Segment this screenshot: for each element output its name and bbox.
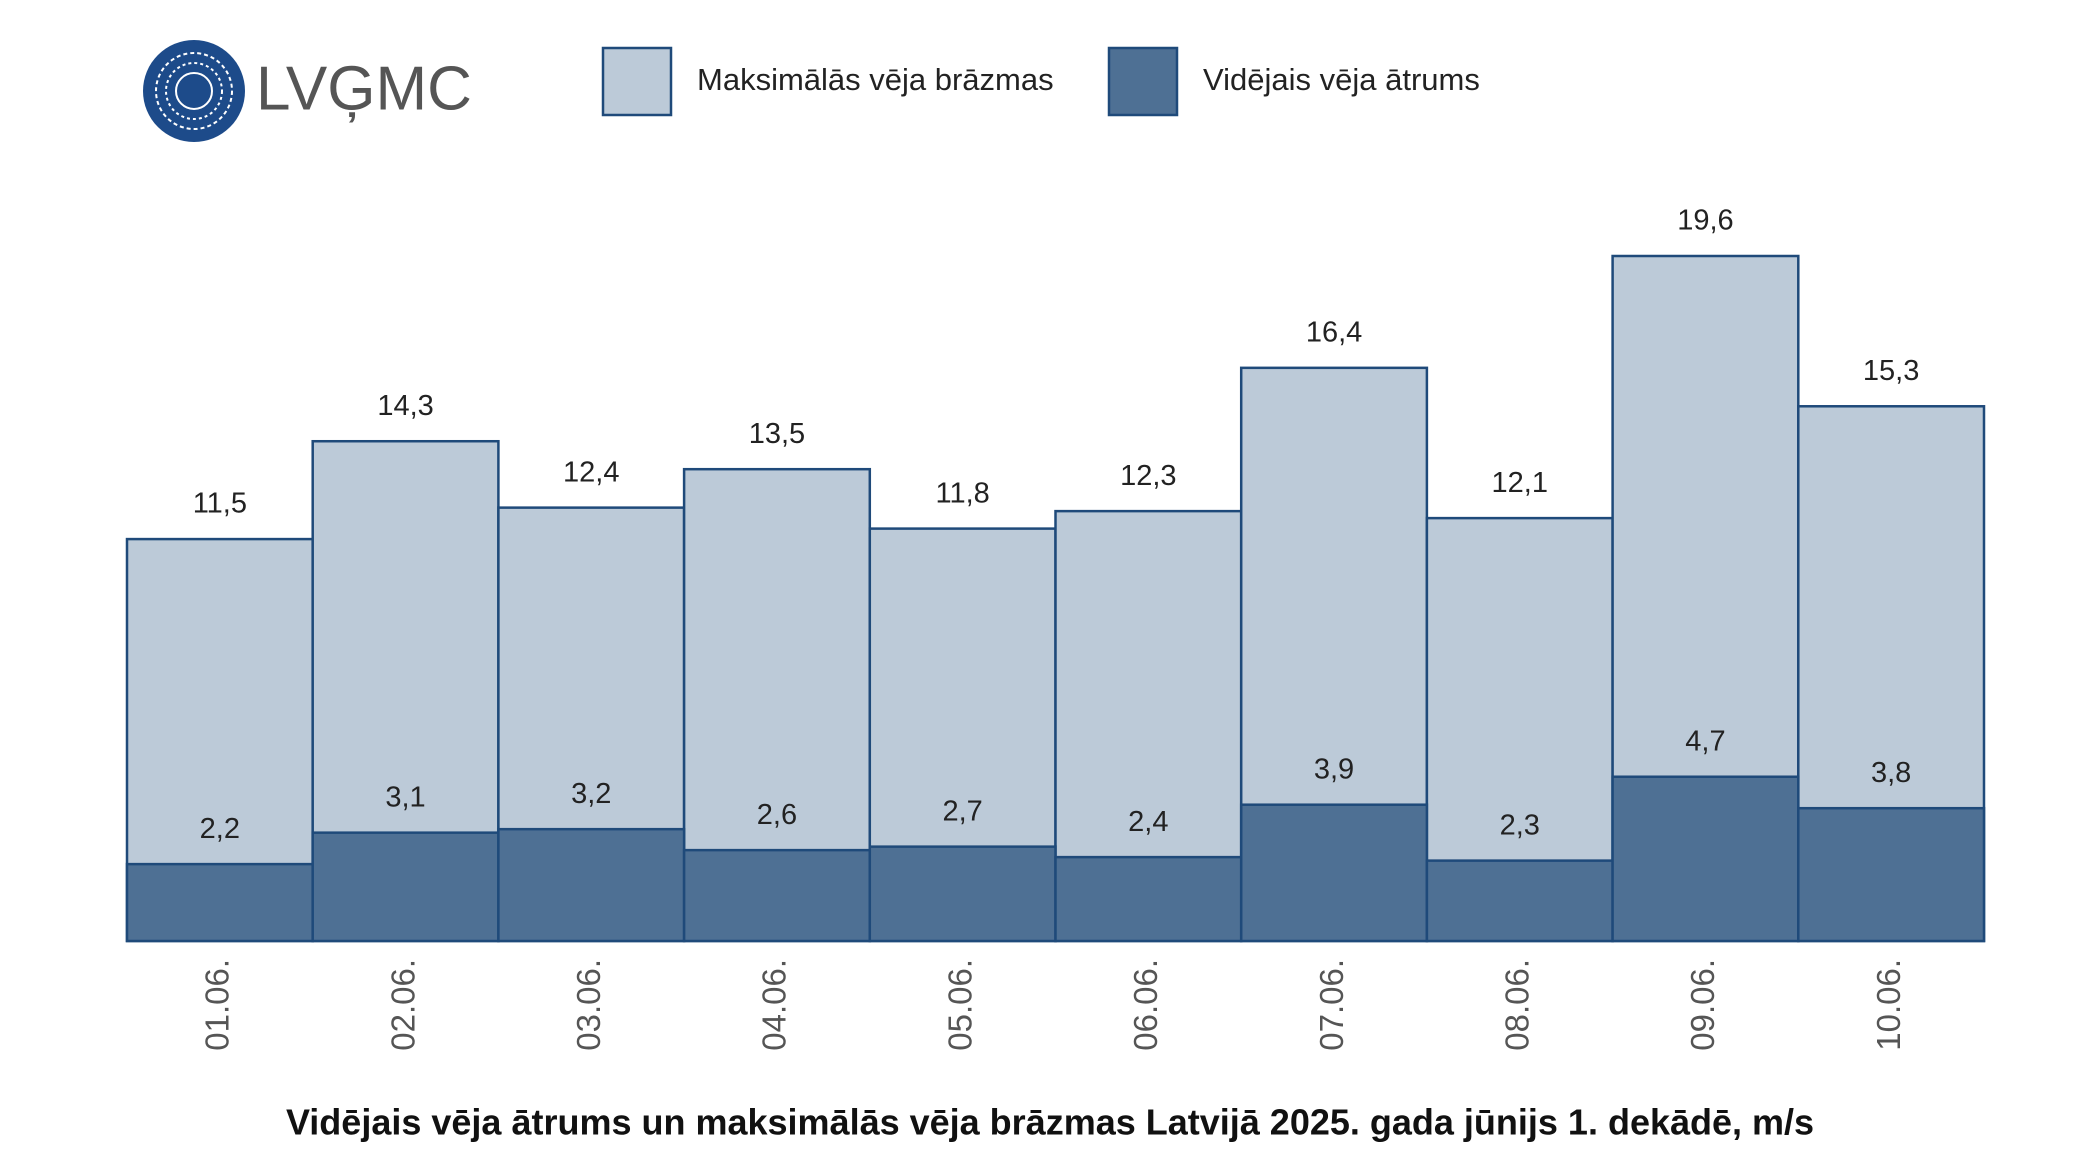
legend-label: Vidējais vēja ātrums <box>1203 62 1480 97</box>
data-label: 12,3 <box>1120 460 1176 492</box>
data-label: 15,3 <box>1863 355 1919 387</box>
x-tick-label: 08.06. <box>1498 959 1535 1051</box>
bar <box>1054 855 1243 943</box>
bar <box>125 862 314 943</box>
data-label: 13,5 <box>749 418 805 450</box>
logo: LVĢMC <box>143 40 472 142</box>
data-label: 3,8 <box>1871 757 1911 789</box>
logo-text: LVĢMC <box>256 54 472 123</box>
data-label: 12,1 <box>1492 467 1548 499</box>
bar <box>311 831 500 943</box>
data-label: 11,8 <box>936 477 990 509</box>
data-label: 16,4 <box>1306 316 1362 348</box>
data-label: 14,3 <box>377 390 433 422</box>
bar <box>682 848 872 943</box>
x-tick-label: 09.06. <box>1684 959 1721 1051</box>
data-label: 12,4 <box>563 456 619 488</box>
bar <box>1611 775 1800 943</box>
data-label: 2,7 <box>942 795 982 827</box>
data-label: 2,6 <box>757 799 797 831</box>
x-tick-label: 06.06. <box>1127 959 1164 1051</box>
x-tick-label: 01.06. <box>199 959 236 1051</box>
logo-icon <box>143 40 245 142</box>
data-label: 11,5 <box>193 488 247 520</box>
legend-swatch <box>1107 46 1179 117</box>
legend-swatch <box>601 46 673 117</box>
x-tick-label: 07.06. <box>1313 959 1350 1051</box>
bar <box>1797 806 1986 943</box>
bar <box>868 845 1057 943</box>
x-tick-label: 02.06. <box>384 959 421 1051</box>
x-tick-label: 04.06. <box>756 959 793 1051</box>
data-label: 4,7 <box>1685 725 1725 757</box>
bar <box>1239 803 1429 943</box>
data-label: 2,2 <box>200 813 240 845</box>
x-tick-label: 03.06. <box>570 959 607 1051</box>
bar <box>497 827 686 943</box>
data-label: 19,6 <box>1677 205 1733 237</box>
data-label: 3,2 <box>571 778 611 810</box>
data-label: 2,4 <box>1128 806 1168 838</box>
logo-ring <box>175 72 213 110</box>
bar <box>1425 859 1614 943</box>
data-label: 2,3 <box>1500 809 1540 841</box>
data-label: 3,9 <box>1314 753 1354 785</box>
legend-label: Maksimālās vēja brāzmas <box>697 62 1054 97</box>
x-tick-label: 10.06. <box>1870 959 1907 1051</box>
chart-title: Vidējais vēja ātrums un maksimālās vēja … <box>286 1102 1814 1143</box>
logo-ring <box>165 62 223 120</box>
data-label: 3,1 <box>385 781 425 813</box>
x-tick-label: 05.06. <box>941 959 978 1051</box>
logo-ring <box>155 52 233 130</box>
